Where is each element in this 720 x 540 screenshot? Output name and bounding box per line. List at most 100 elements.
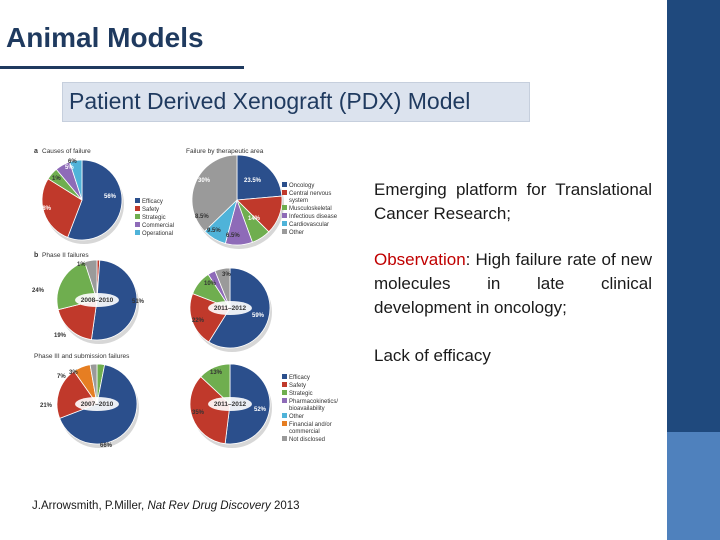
panel-b-title: Phase II failures [42, 252, 89, 259]
pie-label: 5% [65, 165, 74, 171]
citation: J.Arrowsmith, P.Miller, Nat Rev Drug Dis… [32, 500, 300, 512]
legend-item: Safety [289, 383, 306, 389]
observation-label: Observation [374, 250, 466, 269]
legend-item: bioavailability [289, 406, 325, 412]
pie-label: 35% [192, 410, 205, 416]
legend-item: Pharmacokinetics/ [289, 399, 338, 405]
legend-item: Operational [142, 231, 173, 237]
panel-a-label: a [34, 148, 38, 155]
pie-label: 7% [57, 374, 66, 380]
pie-label: 9.5% [207, 228, 221, 234]
legend-therapeutic: Oncology Central nervous system Musculos… [282, 182, 338, 236]
pie-label: 13% [210, 370, 223, 376]
citation-journal: Nat Rev Drug Discovery [147, 500, 271, 512]
pie-label: 22% [192, 318, 205, 324]
legend-item: Cardiovascular [289, 222, 329, 228]
pie-slice [189, 376, 231, 445]
pie-slice [84, 259, 98, 301]
pie-center-label-bg [75, 293, 119, 307]
pie-center-label: 2008–2010 [81, 297, 114, 304]
pie-p3_1112: 13% 52% 35% 2011–2012 [189, 363, 272, 448]
legend-item: Efficacy [142, 199, 163, 205]
pie-p3_0710: 3%7% 21% 66% 2007–2010 [40, 363, 139, 449]
pie-center-label-bg [208, 397, 252, 411]
pie-slice [69, 159, 83, 201]
pie-label: 1% [52, 176, 61, 182]
pie-label: 1% [77, 262, 86, 268]
legend-item: Financial and/or [289, 422, 332, 428]
slide-subtitle: Patient Derived Xenograft (PDX) Model [69, 88, 471, 114]
legend-item: Infectious disease [289, 214, 338, 220]
pie-slice [41, 178, 83, 238]
legend-swatch [282, 398, 287, 403]
pie-label: 30% [198, 178, 211, 184]
legend-item: Commercial [142, 223, 174, 229]
legend-swatch [282, 190, 287, 195]
legend-swatch [282, 229, 287, 234]
pie-label: 52% [254, 407, 267, 413]
pie-slice [57, 299, 98, 341]
legend-item: system [289, 198, 308, 204]
legend-swatch [282, 221, 287, 226]
legend-swatch [282, 205, 287, 210]
pie-label: 3% [222, 272, 231, 278]
citation-year: 2013 [270, 500, 300, 512]
legend-swatch [135, 206, 140, 211]
legend-item: Safety [142, 207, 159, 213]
pie-slice [214, 267, 231, 309]
legend-swatch [135, 214, 140, 219]
subtitle-box: Patient Derived Xenograft (PDX) Model [62, 82, 530, 122]
legend-swatch [282, 182, 287, 187]
bullet-2: Observation: High failure rate of new mo… [374, 248, 652, 320]
panel-a-title: Causes of failure [42, 148, 91, 155]
panel-b-label: b [34, 252, 38, 259]
legend-swatch [135, 222, 140, 227]
pie-label: 3% [69, 370, 78, 376]
pie-label: 28% [39, 206, 52, 212]
pie-label: 6.5% [226, 233, 240, 239]
pie-label: 66% [100, 443, 113, 449]
pie-center-label: 2007–2010 [81, 401, 114, 408]
legend-swatch [282, 436, 287, 441]
panel-c-title: Phase III and submission failures [34, 353, 130, 360]
pie-label: 51% [132, 299, 145, 305]
legend-item: Strategic [289, 391, 313, 397]
pie-label: 21% [40, 403, 53, 409]
right-accent-bar-lower [667, 432, 720, 540]
panel-a2-title: Failure by therapeutic area [186, 148, 264, 155]
pie-p2_1112: 3% 10% 59% 22% 2011–2012 [189, 267, 272, 352]
observation-text: : High failure rate of new molecules in … [374, 250, 652, 317]
pie-label: 14% [248, 216, 261, 222]
title-underline [0, 66, 244, 69]
legend-item: Musculoskeletal [289, 206, 332, 212]
pie-center-label-bg [208, 301, 252, 315]
pie-p2_0810: 1% 24% 51% 19% 2008–2010 [32, 259, 145, 344]
pie-slice [200, 363, 231, 405]
legend-item: Other [289, 230, 304, 236]
legend-item: Central nervous [289, 191, 331, 197]
pie-slice [67, 159, 123, 241]
pie-label: 56% [104, 194, 117, 200]
pie-slice [89, 363, 98, 405]
pie-label: 24% [32, 288, 45, 294]
legend-swatch [135, 230, 140, 235]
pie-slice [191, 154, 238, 232]
legend-item: Oncology [289, 183, 314, 189]
bullet-3: Lack of efficacy [374, 346, 491, 365]
pie-center-label: 2011–2012 [214, 305, 247, 312]
figure-svg: a Causes of failure Failure by therapeut… [32, 148, 338, 449]
pie-causes: 5% 1% 28% 56% 6% [39, 159, 124, 244]
legend-item: commercial [289, 429, 320, 435]
legend-swatch [282, 413, 287, 418]
right-accent-bar [667, 0, 720, 432]
citation-authors: J.Arrowsmith, P.Miller, [32, 500, 148, 512]
slide-title: Animal Models [6, 22, 204, 53]
legend-item: Strategic [142, 215, 166, 221]
legend-causes: Efficacy Safety Strategic Commercial Ope… [135, 198, 174, 237]
pie-label: 8.5% [195, 214, 209, 220]
pie-slice [236, 154, 283, 201]
legend-swatch [282, 374, 287, 379]
pie-therapeutic: 30% 23.5% 14% 6.5% 9.5% 8.5% [191, 154, 284, 249]
pie-center-label: 2011–2012 [214, 401, 247, 408]
legend-swatch [282, 213, 287, 218]
